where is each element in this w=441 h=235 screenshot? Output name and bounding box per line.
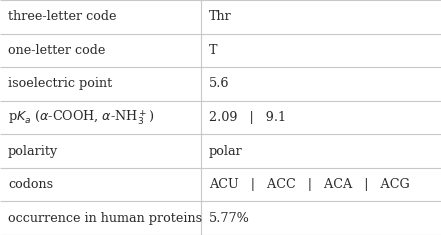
- Text: isoelectric point: isoelectric point: [8, 77, 112, 90]
- Text: polarity: polarity: [8, 145, 58, 158]
- Text: polar: polar: [209, 145, 243, 158]
- Text: ACU   |   ACC   |   ACA   |   ACG: ACU | ACC | ACA | ACG: [209, 178, 409, 191]
- Text: 5.77%: 5.77%: [209, 212, 250, 225]
- Text: occurrence in human proteins: occurrence in human proteins: [8, 212, 202, 225]
- Text: 5.6: 5.6: [209, 77, 229, 90]
- Text: codons: codons: [8, 178, 53, 191]
- Text: p$K_a$ ($\alpha$-COOH, $\alpha$-NH$_3^+$): p$K_a$ ($\alpha$-COOH, $\alpha$-NH$_3^+$…: [8, 108, 154, 127]
- Text: 2.09   |   9.1: 2.09 | 9.1: [209, 111, 286, 124]
- Text: three-letter code: three-letter code: [8, 10, 116, 23]
- Text: T: T: [209, 44, 217, 57]
- Text: Thr: Thr: [209, 10, 232, 23]
- Text: one-letter code: one-letter code: [8, 44, 105, 57]
